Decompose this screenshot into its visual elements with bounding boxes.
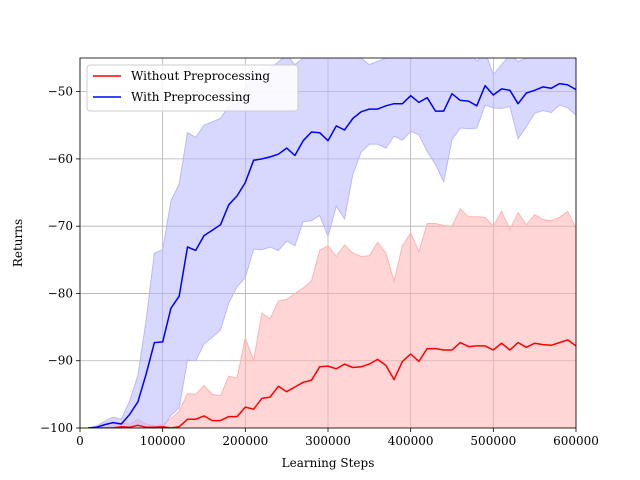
y-tick-label: −60 [48, 152, 73, 166]
x-tick-label: 300000 [305, 434, 351, 448]
line-with-preprocessing [88, 82, 576, 428]
y-tick-label: −70 [48, 219, 73, 233]
y-axis-ticks: −100 −90 −80 −70 −60 −50 [40, 85, 80, 435]
y-tick-label: −90 [48, 354, 73, 368]
y-tick-label: −100 [40, 421, 73, 435]
y-tick-label: −80 [48, 286, 73, 300]
x-tick-label: 200000 [222, 434, 268, 448]
legend-box [86, 64, 299, 112]
x-axis-ticks: 0 100000 200000 300000 400000 500000 600000 [76, 428, 599, 448]
legend: Without Preprocessing With Preprocessing [86, 64, 299, 112]
band-without-preprocessing [88, 207, 576, 428]
legend-label-with-preprocessing: With Preprocessing [131, 90, 251, 104]
x-axis-label: Learning Steps [282, 456, 375, 470]
y-axis-label: Returns [11, 219, 25, 267]
y-tick-label: −50 [48, 85, 73, 99]
x-tick-label: 0 [76, 434, 84, 448]
x-tick-label: 500000 [470, 434, 516, 448]
x-tick-label: 600000 [553, 434, 599, 448]
x-tick-label: 100000 [140, 434, 186, 448]
legend-label-without-preprocessing: Without Preprocessing [131, 69, 270, 83]
x-tick-label: 400000 [388, 434, 434, 448]
